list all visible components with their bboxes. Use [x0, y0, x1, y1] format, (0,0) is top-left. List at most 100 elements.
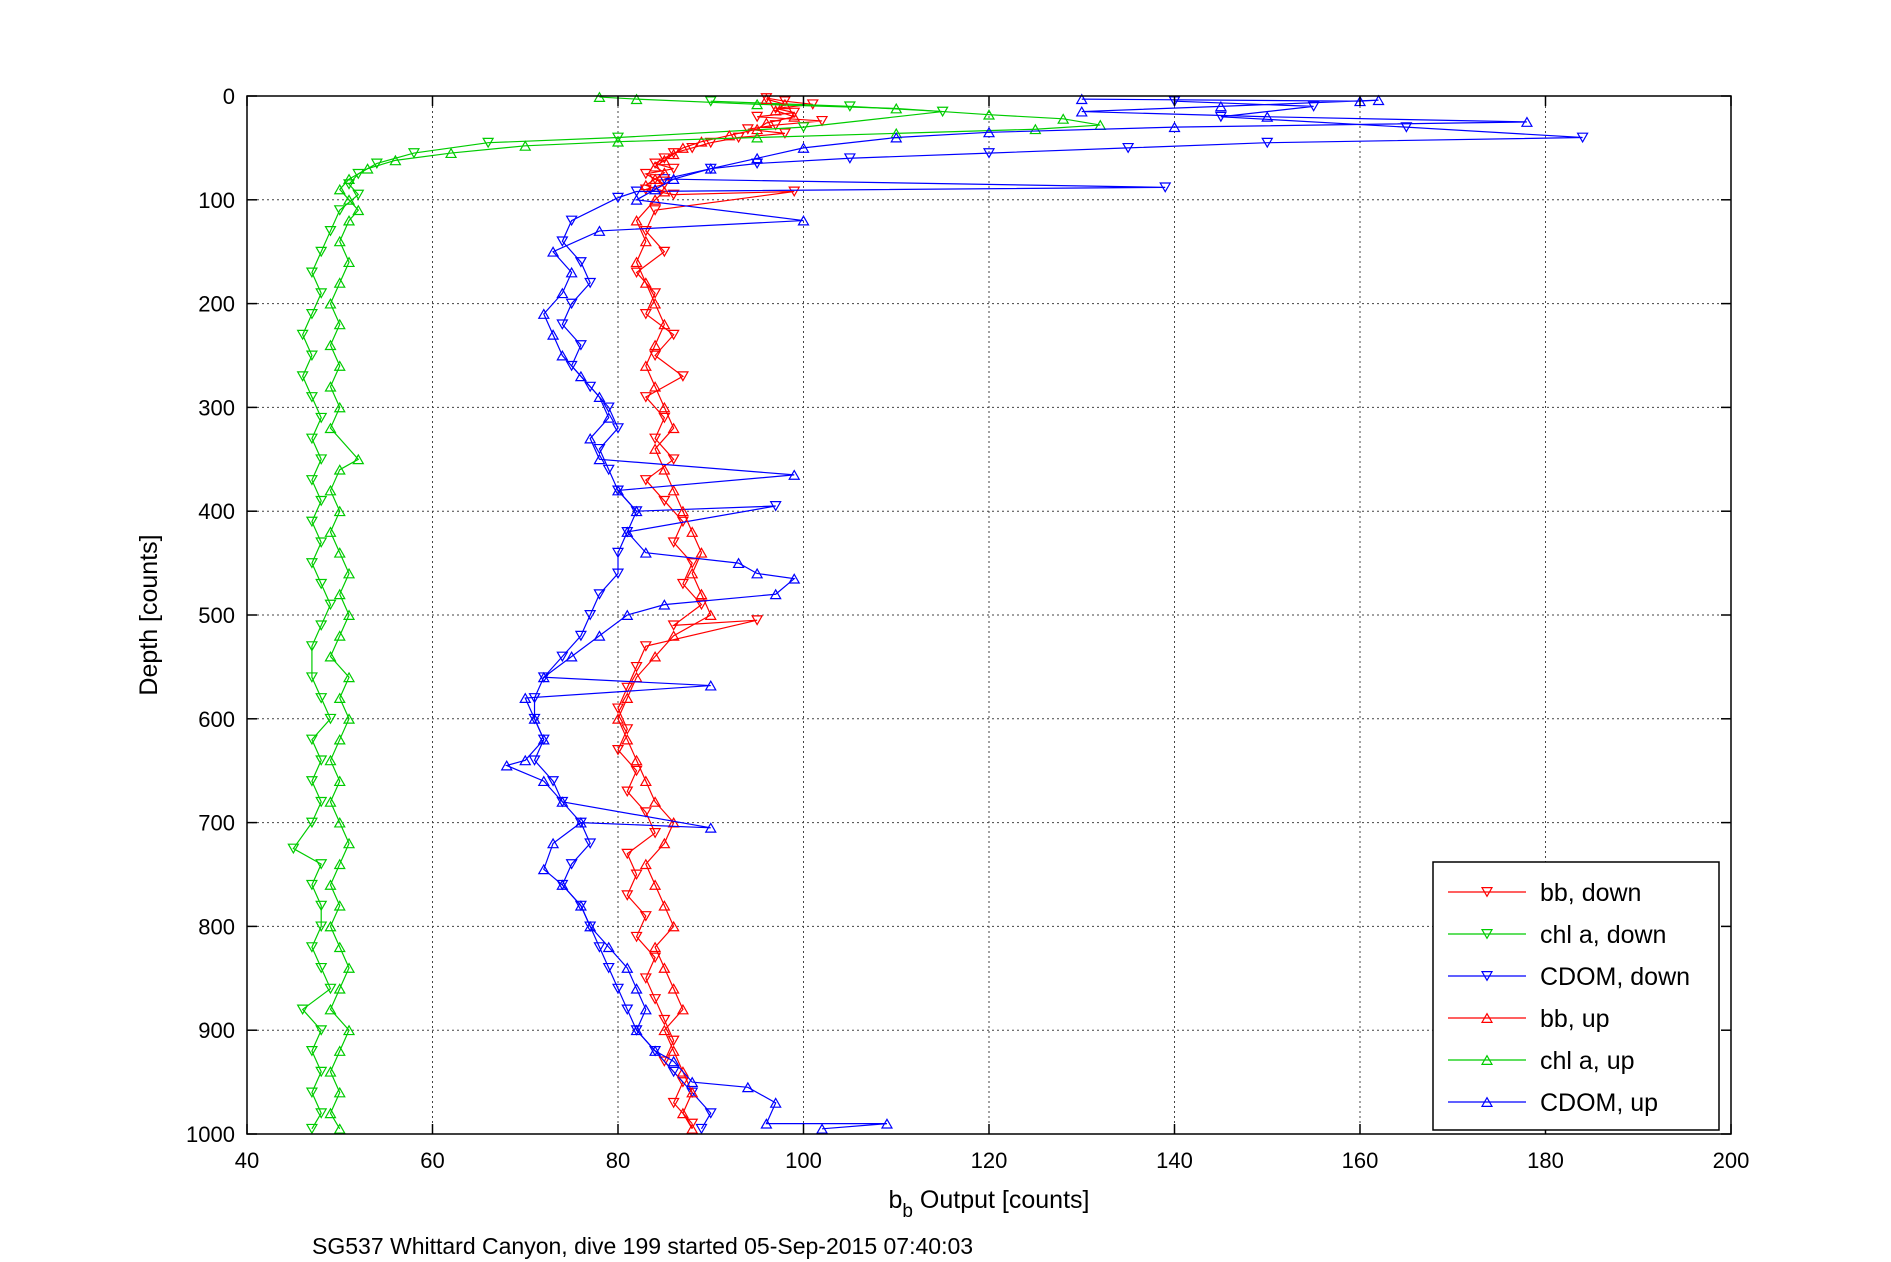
y-tick-label: 400: [198, 499, 235, 524]
data-point: [519, 754, 532, 766]
data-point: [788, 186, 801, 198]
axis-tick-labels: 40 60 80 100 120 140 160 180 200 0 100 200 300 400 500…: [186, 84, 1749, 1173]
data-point: [649, 288, 662, 299]
data-point: [797, 142, 810, 153]
x-tick-label: 100: [785, 1148, 822, 1173]
data-point: [537, 671, 550, 683]
data-point: [769, 1097, 782, 1108]
data-point: [611, 744, 625, 756]
data-point: [296, 329, 309, 341]
data-point: [611, 484, 625, 496]
data-point: [649, 339, 662, 351]
data-point: [305, 558, 318, 569]
data-point: [333, 941, 346, 953]
data-point: [315, 796, 328, 808]
data-point: [305, 672, 318, 683]
series-line-cdom-up: [504, 98, 1527, 1130]
data-point: [639, 392, 652, 403]
data-point: [667, 329, 680, 341]
legend-box: [1432, 861, 1720, 1131]
data-point: [315, 454, 328, 465]
legend-entry: bb, down: [1448, 879, 1641, 907]
data-point: [658, 154, 671, 166]
data-point: [556, 349, 569, 361]
data-point: [686, 558, 699, 569]
data-point: [649, 443, 662, 454]
data-point: [639, 225, 652, 237]
data-point: [751, 567, 764, 579]
data-point: [816, 115, 829, 127]
data-point: [639, 911, 652, 922]
data-point: [547, 776, 560, 787]
data-point: [593, 443, 606, 455]
data-point: [760, 1118, 773, 1129]
series-chl-a-up: [324, 91, 1107, 1134]
data-point: [676, 1066, 689, 1077]
data-point: [593, 391, 606, 402]
data-point: [890, 102, 903, 114]
data-point: [574, 900, 587, 911]
data-point: [342, 837, 356, 849]
data-point: [695, 588, 708, 600]
data-point: [676, 1107, 689, 1119]
legend-label: CDOM, down: [1540, 963, 1690, 991]
data-point: [704, 680, 717, 691]
data-point: [333, 235, 346, 247]
data-point: [584, 381, 597, 393]
series-line-bb-down: [617, 97, 823, 1125]
data-point: [686, 1086, 699, 1098]
data-point: [324, 1003, 337, 1015]
data-point: [333, 630, 346, 641]
data-point: [333, 205, 346, 216]
data-point: [649, 381, 662, 392]
data-point: [695, 547, 708, 558]
data-point: [333, 183, 346, 195]
x-tick-label: 140: [1156, 1148, 1193, 1173]
data-point: [556, 796, 569, 807]
data-point: [778, 96, 791, 107]
data-point: [630, 256, 643, 268]
data-point: [602, 962, 615, 974]
data-point: [695, 1123, 708, 1135]
data-point: [658, 900, 671, 911]
series-chl-a-down: [287, 96, 949, 1135]
data-point: [658, 412, 671, 424]
data-point: [630, 505, 643, 517]
data-point: [565, 859, 578, 870]
data-point: [342, 215, 356, 226]
data-point: [1214, 100, 1227, 112]
data-point: [1168, 121, 1181, 133]
data-point: [797, 215, 810, 226]
legend-label: CDOM, up: [1540, 1089, 1658, 1117]
data-point: [305, 641, 318, 652]
data-point: [649, 298, 662, 309]
y-tick-label: 100: [198, 188, 235, 213]
data-point: [333, 900, 346, 911]
data-point: [639, 775, 652, 787]
data-point: [649, 194, 662, 205]
data-point: [667, 173, 680, 184]
data-point: [315, 755, 328, 766]
data-point: [704, 163, 717, 174]
data-point: [602, 412, 615, 423]
data-point: [667, 454, 680, 465]
legend-entry: chl a, down: [1448, 921, 1666, 949]
data-point: [667, 620, 680, 631]
data-point: [333, 464, 346, 475]
data-point: [667, 189, 680, 201]
data-point: [296, 371, 309, 382]
data-point: [333, 775, 346, 787]
data-point: [676, 505, 689, 517]
data-point: [695, 599, 708, 611]
data-point: [547, 329, 560, 340]
data-point: [658, 185, 671, 197]
y-tick-label: 600: [198, 707, 235, 732]
data-point: [324, 1066, 337, 1077]
data-point: [676, 1077, 689, 1088]
data-point: [333, 734, 346, 745]
data-point: [797, 122, 810, 133]
data-point: [686, 526, 699, 537]
data-point: [556, 879, 569, 890]
data-point: [602, 402, 615, 413]
data-point: [658, 495, 671, 507]
